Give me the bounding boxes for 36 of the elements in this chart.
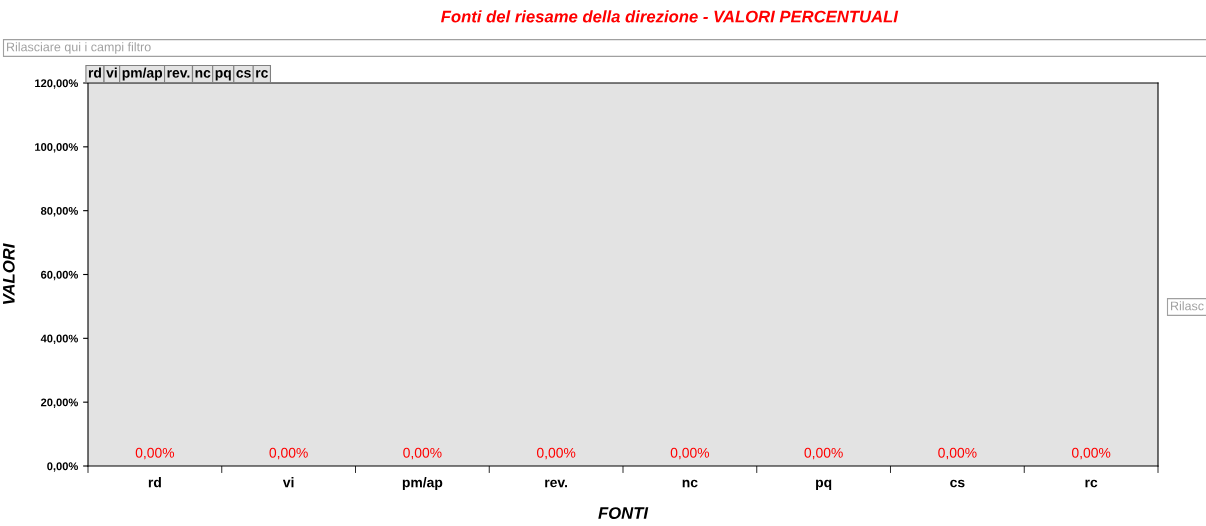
chart-title: Fonti del riesame della direzione - VALORI PERCENTUALI: [441, 10, 899, 23]
y-tick-label: 80,00%: [40, 206, 78, 217]
category-label: rev.: [167, 70, 190, 78]
text: Rilasciare qui i campi filtro: [7, 42, 151, 54]
y-axis-title: VALORI: [2, 243, 15, 304]
data-label: 0,00%: [670, 447, 710, 460]
y-tick-label: 60,00%: [41, 270, 78, 281]
y-tick-label: 120,00%: [35, 79, 78, 89]
data-label: 0,00%: [403, 447, 442, 460]
category-label: rc: [256, 70, 268, 78]
x-tick-label: pm/ap: [402, 477, 443, 491]
x-tick-label: rc: [1085, 479, 1098, 488]
data-label: 0,00%: [804, 447, 843, 460]
data-label: 0,00%: [269, 447, 308, 460]
category-label: vi: [106, 67, 117, 78]
category-label: cs: [236, 70, 251, 78]
x-axis-title: FONTI: [598, 507, 649, 519]
x-tick-label: rd: [148, 477, 161, 488]
text: Rilasc: [1171, 301, 1204, 311]
x-tick-label: pq: [816, 479, 832, 491]
y-tick-label: 20,00%: [40, 398, 78, 408]
data-label: 0,00%: [536, 447, 576, 460]
category-label: rd: [88, 67, 101, 78]
category-label: nc: [195, 70, 211, 78]
y-tick-label: 0,00%: [47, 462, 78, 472]
data-label: 0,00%: [938, 447, 977, 460]
y-tick-label: 100,00%: [35, 143, 78, 153]
x-tick-label: vi: [282, 477, 294, 488]
category-label: pq: [215, 70, 231, 81]
x-tick-label: rev.: [545, 479, 568, 488]
category-label: pm/ap: [122, 67, 163, 81]
x-tick-label: cs: [950, 479, 965, 488]
data-label: 0,00%: [135, 447, 175, 460]
data-label: 0,00%: [1071, 447, 1111, 460]
y-tick-label: 40,00%: [40, 334, 78, 345]
x-tick-label: nc: [682, 479, 698, 488]
